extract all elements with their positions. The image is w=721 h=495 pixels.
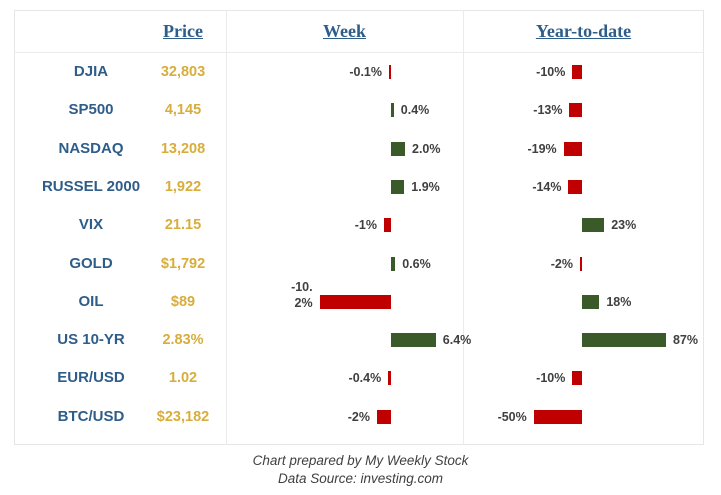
- table-row: OIL $89 -10.2% 18%: [0, 280, 721, 321]
- week-value-label: -10.2%: [291, 279, 313, 310]
- ytd-bar: [582, 294, 600, 309]
- instrument-name: OIL: [78, 292, 104, 310]
- ytd-value-label: -10%: [536, 371, 566, 386]
- week-bar: [391, 103, 394, 118]
- week-bar: [319, 294, 391, 309]
- table-row: VIX 21.15 -1% 23%: [0, 206, 721, 244]
- ytd-bar: [572, 65, 582, 79]
- footer-credit: Chart prepared by My Weekly Stock: [252, 453, 469, 468]
- ytd-bar: [563, 141, 582, 156]
- ytd-value-label: 23%: [611, 218, 637, 233]
- instrument-price: 4,145: [164, 102, 202, 119]
- instrument-price: 1,922: [164, 178, 202, 195]
- week-value-label: 2.0%: [412, 141, 441, 156]
- table-row: DJIA 32,803 -0.1% -10%: [0, 53, 721, 91]
- week-value-label: -2%: [347, 409, 370, 424]
- week-value-label: 6.4%: [442, 333, 472, 348]
- instrument-price: 32,803: [160, 64, 206, 80]
- week-value-label: 1.9%: [411, 179, 440, 194]
- week-bar: [391, 256, 396, 271]
- instrument-price: 1.02: [168, 370, 198, 387]
- ytd-value-label: -50%: [497, 409, 527, 424]
- week-bar: [377, 409, 391, 424]
- week-value-label: 0.4%: [400, 103, 430, 118]
- week-bar: [384, 218, 391, 233]
- instrument-name: RUSSEL 2000: [41, 177, 141, 195]
- column-divider: [463, 10, 464, 445]
- ytd-value-label: -19%: [527, 141, 557, 156]
- instrument-name: EUR/USD: [57, 369, 125, 387]
- week-bar: [391, 333, 436, 348]
- week-value-label: -1%: [354, 218, 377, 233]
- instrument-price: $89: [170, 293, 196, 310]
- table-row: NASDAQ 13,208 2.0% -19%: [0, 130, 721, 168]
- instrument-price: $23,182: [156, 408, 210, 425]
- week-value-label: -0.4%: [348, 371, 382, 386]
- ytd-value-label: -13%: [533, 103, 563, 118]
- instrument-name: US 10-YR: [57, 331, 125, 349]
- ytd-value-label: -10%: [536, 65, 566, 79]
- ytd-value-label: 87%: [672, 333, 698, 348]
- footer-source: Data Source: investing.com: [277, 471, 444, 486]
- instrument-name: GOLD: [69, 254, 113, 272]
- ytd-bar: [572, 371, 582, 386]
- ytd-value-label: -14%: [532, 179, 562, 194]
- week-bar: [391, 179, 405, 194]
- ytd-bar: [580, 256, 582, 271]
- table-row: GOLD $1,792 0.6% -2%: [0, 245, 721, 283]
- week-value-label: 0.6%: [402, 256, 431, 271]
- week-bar: [388, 371, 391, 386]
- ytd-value-label: 18%: [606, 294, 632, 309]
- instrument-price: 2.83%: [162, 332, 204, 349]
- week-value-label: -0.1%: [349, 65, 382, 79]
- instrument-name: VIX: [78, 216, 104, 234]
- ytd-bar: [569, 103, 582, 118]
- week-header: Week: [323, 21, 366, 41]
- table-row: SP500 4,145 0.4% -13%: [0, 91, 721, 129]
- instrument-price: 13,208: [160, 140, 206, 157]
- ytd-value-label: -2%: [550, 256, 573, 271]
- column-divider: [226, 10, 227, 445]
- week-bar: [389, 65, 391, 79]
- ytd-header: Year-to-date: [535, 21, 632, 41]
- header-divider: [14, 52, 704, 53]
- table-row: BTC/USD $23,182 -2% -50%: [0, 398, 721, 436]
- instrument-price: 21.15: [164, 217, 202, 234]
- ytd-bar: [582, 333, 666, 348]
- table-row: RUSSEL 2000 1,922 1.9% -14%: [0, 168, 721, 206]
- ytd-bar: [582, 218, 605, 233]
- instrument-price: $1,792: [160, 255, 206, 272]
- week-bar: [391, 141, 405, 156]
- chart-footer: Chart prepared by My Weekly Stock Data S…: [0, 452, 721, 488]
- table-row: US 10-YR 2.83% 6.4% 87%: [0, 321, 721, 359]
- table-row: EUR/USD 1.02 -0.4% -10%: [0, 359, 721, 397]
- instrument-name: NASDAQ: [58, 139, 124, 157]
- instrument-name: BTC/USD: [57, 407, 125, 425]
- ytd-bar: [568, 179, 582, 194]
- instrument-name: DJIA: [73, 63, 109, 80]
- chart-frame: [14, 10, 704, 445]
- ytd-bar: [533, 409, 582, 424]
- price-header: Price: [163, 21, 203, 41]
- instrument-name: SP500: [68, 101, 114, 119]
